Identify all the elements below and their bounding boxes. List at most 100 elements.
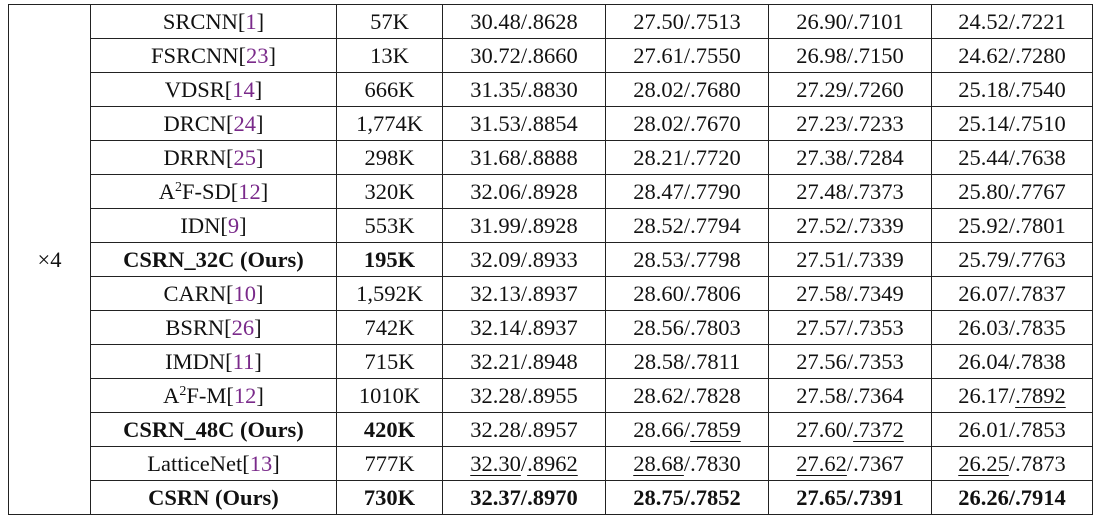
ssim-value: .7835	[1015, 315, 1066, 340]
ssim-value: .7720	[690, 145, 741, 170]
params-value: 742K	[364, 315, 415, 340]
ssim-value: .7372	[853, 417, 904, 442]
urban100-cell-value: 25.92/.7801	[958, 213, 1066, 238]
urban100-cell-value: 26.26/.7914	[958, 485, 1066, 510]
citation-close-bracket: ]	[256, 383, 264, 408]
citation-link[interactable]: 12	[238, 179, 261, 204]
separator: /	[1008, 9, 1016, 34]
psnr-value: 28.53	[633, 247, 684, 272]
ssim-value: .7101	[853, 9, 904, 34]
citation-link[interactable]: 26	[231, 315, 255, 340]
set5-cell-value: 32.37/.8970	[470, 485, 578, 510]
params-cell: 57K	[336, 4, 443, 39]
set5-cell: 32.30/.8962	[442, 446, 606, 481]
citation-link[interactable]: 13	[249, 451, 273, 476]
ssim-value: .7853	[1015, 417, 1066, 442]
psnr-value: 28.47	[633, 179, 684, 204]
psnr-value: 27.56	[796, 349, 847, 374]
params-value: 715K	[364, 349, 415, 374]
citation-open-bracket: [	[237, 9, 246, 34]
b100-cell: 26.90/.7101	[768, 4, 932, 39]
separator: /	[1008, 179, 1016, 204]
separator: /	[1008, 281, 1016, 306]
table-row: A2F-M[12] 1010K 32.28/.8955 28.62/.7828 27.5…	[9, 378, 1093, 413]
psnr-value: 27.29	[796, 77, 847, 102]
psnr-value: 31.35	[470, 77, 521, 102]
set5-cell: 30.48/.8628	[442, 4, 606, 39]
separator: /	[1008, 485, 1016, 510]
urban100-cell: 26.04/.7838	[931, 344, 1093, 379]
ssim-value: .7364	[853, 383, 904, 408]
citation-link[interactable]: 12	[233, 383, 257, 408]
citation-link[interactable]: 11	[232, 349, 255, 374]
urban100-cell: 25.18/.7540	[931, 72, 1093, 107]
urban100-cell-value: 24.52/.7221	[958, 9, 1066, 34]
citation-open-bracket: [	[238, 43, 247, 68]
citation-link[interactable]: 9	[227, 213, 240, 238]
set14-cell-value: 28.53/.7798	[633, 247, 741, 272]
ssim-value: .7680	[690, 77, 741, 102]
psnr-value: 31.53	[470, 111, 521, 136]
psnr-value: 27.65	[796, 485, 847, 510]
separator: /	[846, 43, 854, 68]
ssim-value: .7790	[690, 179, 741, 204]
ssim-value: .8955	[527, 383, 578, 408]
params-cell: 195K	[336, 242, 443, 277]
method-name-cell: CARN[10]	[90, 276, 337, 311]
set14-cell: 28.75/.7852	[605, 480, 769, 515]
psnr-value: 32.37	[470, 485, 521, 510]
separator: /	[520, 145, 528, 170]
ssim-value: .7150	[853, 43, 904, 68]
urban100-cell: 25.44/.7638	[931, 140, 1093, 175]
citation-link[interactable]: 23	[246, 43, 269, 68]
separator: /	[683, 315, 691, 340]
ssim-value: .7233	[853, 111, 904, 136]
citation-link[interactable]: 1	[245, 9, 257, 34]
separator: /	[520, 247, 528, 272]
urban100-cell: 26.07/.7837	[931, 276, 1093, 311]
citation-open-bracket: [	[226, 281, 234, 306]
params-value: 13K	[370, 43, 409, 68]
b100-cell: 27.38/.7284	[768, 140, 932, 175]
set14-cell: 28.58/.7811	[605, 344, 769, 379]
set14-cell: 28.47/.7790	[605, 174, 769, 209]
citation-link[interactable]: 14	[232, 77, 255, 102]
urban100-cell-value: 25.44/.7638	[958, 145, 1066, 170]
table-row: DRCN[24] 1,774K 31.53/.8854 28.02/.7670 27.2…	[9, 106, 1093, 141]
set5-cell: 32.28/.8955	[442, 378, 606, 413]
ssim-value: .7353	[853, 315, 904, 340]
set5-cell-value: 32.28/.8957	[470, 417, 578, 442]
citation-close-bracket: ]	[256, 111, 264, 136]
b100-cell-value: 27.56/.7353	[796, 349, 904, 374]
set5-cell: 32.28/.8957	[442, 412, 606, 447]
psnr-value: 28.60	[633, 281, 684, 306]
psnr-value: 24.62	[958, 43, 1009, 68]
urban100-cell: 25.80/.7767	[931, 174, 1093, 209]
ssim-value: .7811	[690, 349, 741, 374]
ssim-value: .7280	[1015, 43, 1066, 68]
b100-cell-value: 26.90/.7101	[796, 9, 904, 34]
citation-link[interactable]: 10	[233, 281, 257, 306]
ssim-value: .8928	[527, 179, 578, 204]
ssim-value: .8970	[527, 485, 578, 510]
psnr-value: 25.80	[958, 179, 1009, 204]
citation-open-bracket: [	[224, 77, 233, 102]
psnr-value: 25.44	[958, 145, 1009, 170]
set14-cell-value: 28.75/.7852	[633, 485, 741, 510]
separator: /	[846, 247, 854, 272]
citation-link[interactable]: 24	[233, 111, 257, 136]
set5-cell-value: 32.21/.8948	[470, 349, 578, 374]
psnr-value: 28.66	[633, 417, 684, 442]
separator: /	[846, 349, 854, 374]
ssim-value: .7349	[853, 281, 904, 306]
method-name-cell: CSRN_48C (Ours)	[90, 412, 337, 447]
set14-cell: 28.53/.7798	[605, 242, 769, 277]
separator: /	[683, 281, 691, 306]
b100-cell-value: 27.62/.7367	[796, 451, 904, 476]
ssim-value: .8660	[527, 43, 578, 68]
separator: /	[1008, 349, 1016, 374]
method-name-cell: FSRCNN[23]	[90, 38, 337, 73]
separator: /	[1008, 451, 1016, 476]
citation-link[interactable]: 25	[233, 145, 257, 170]
psnr-value: 26.98	[796, 43, 847, 68]
